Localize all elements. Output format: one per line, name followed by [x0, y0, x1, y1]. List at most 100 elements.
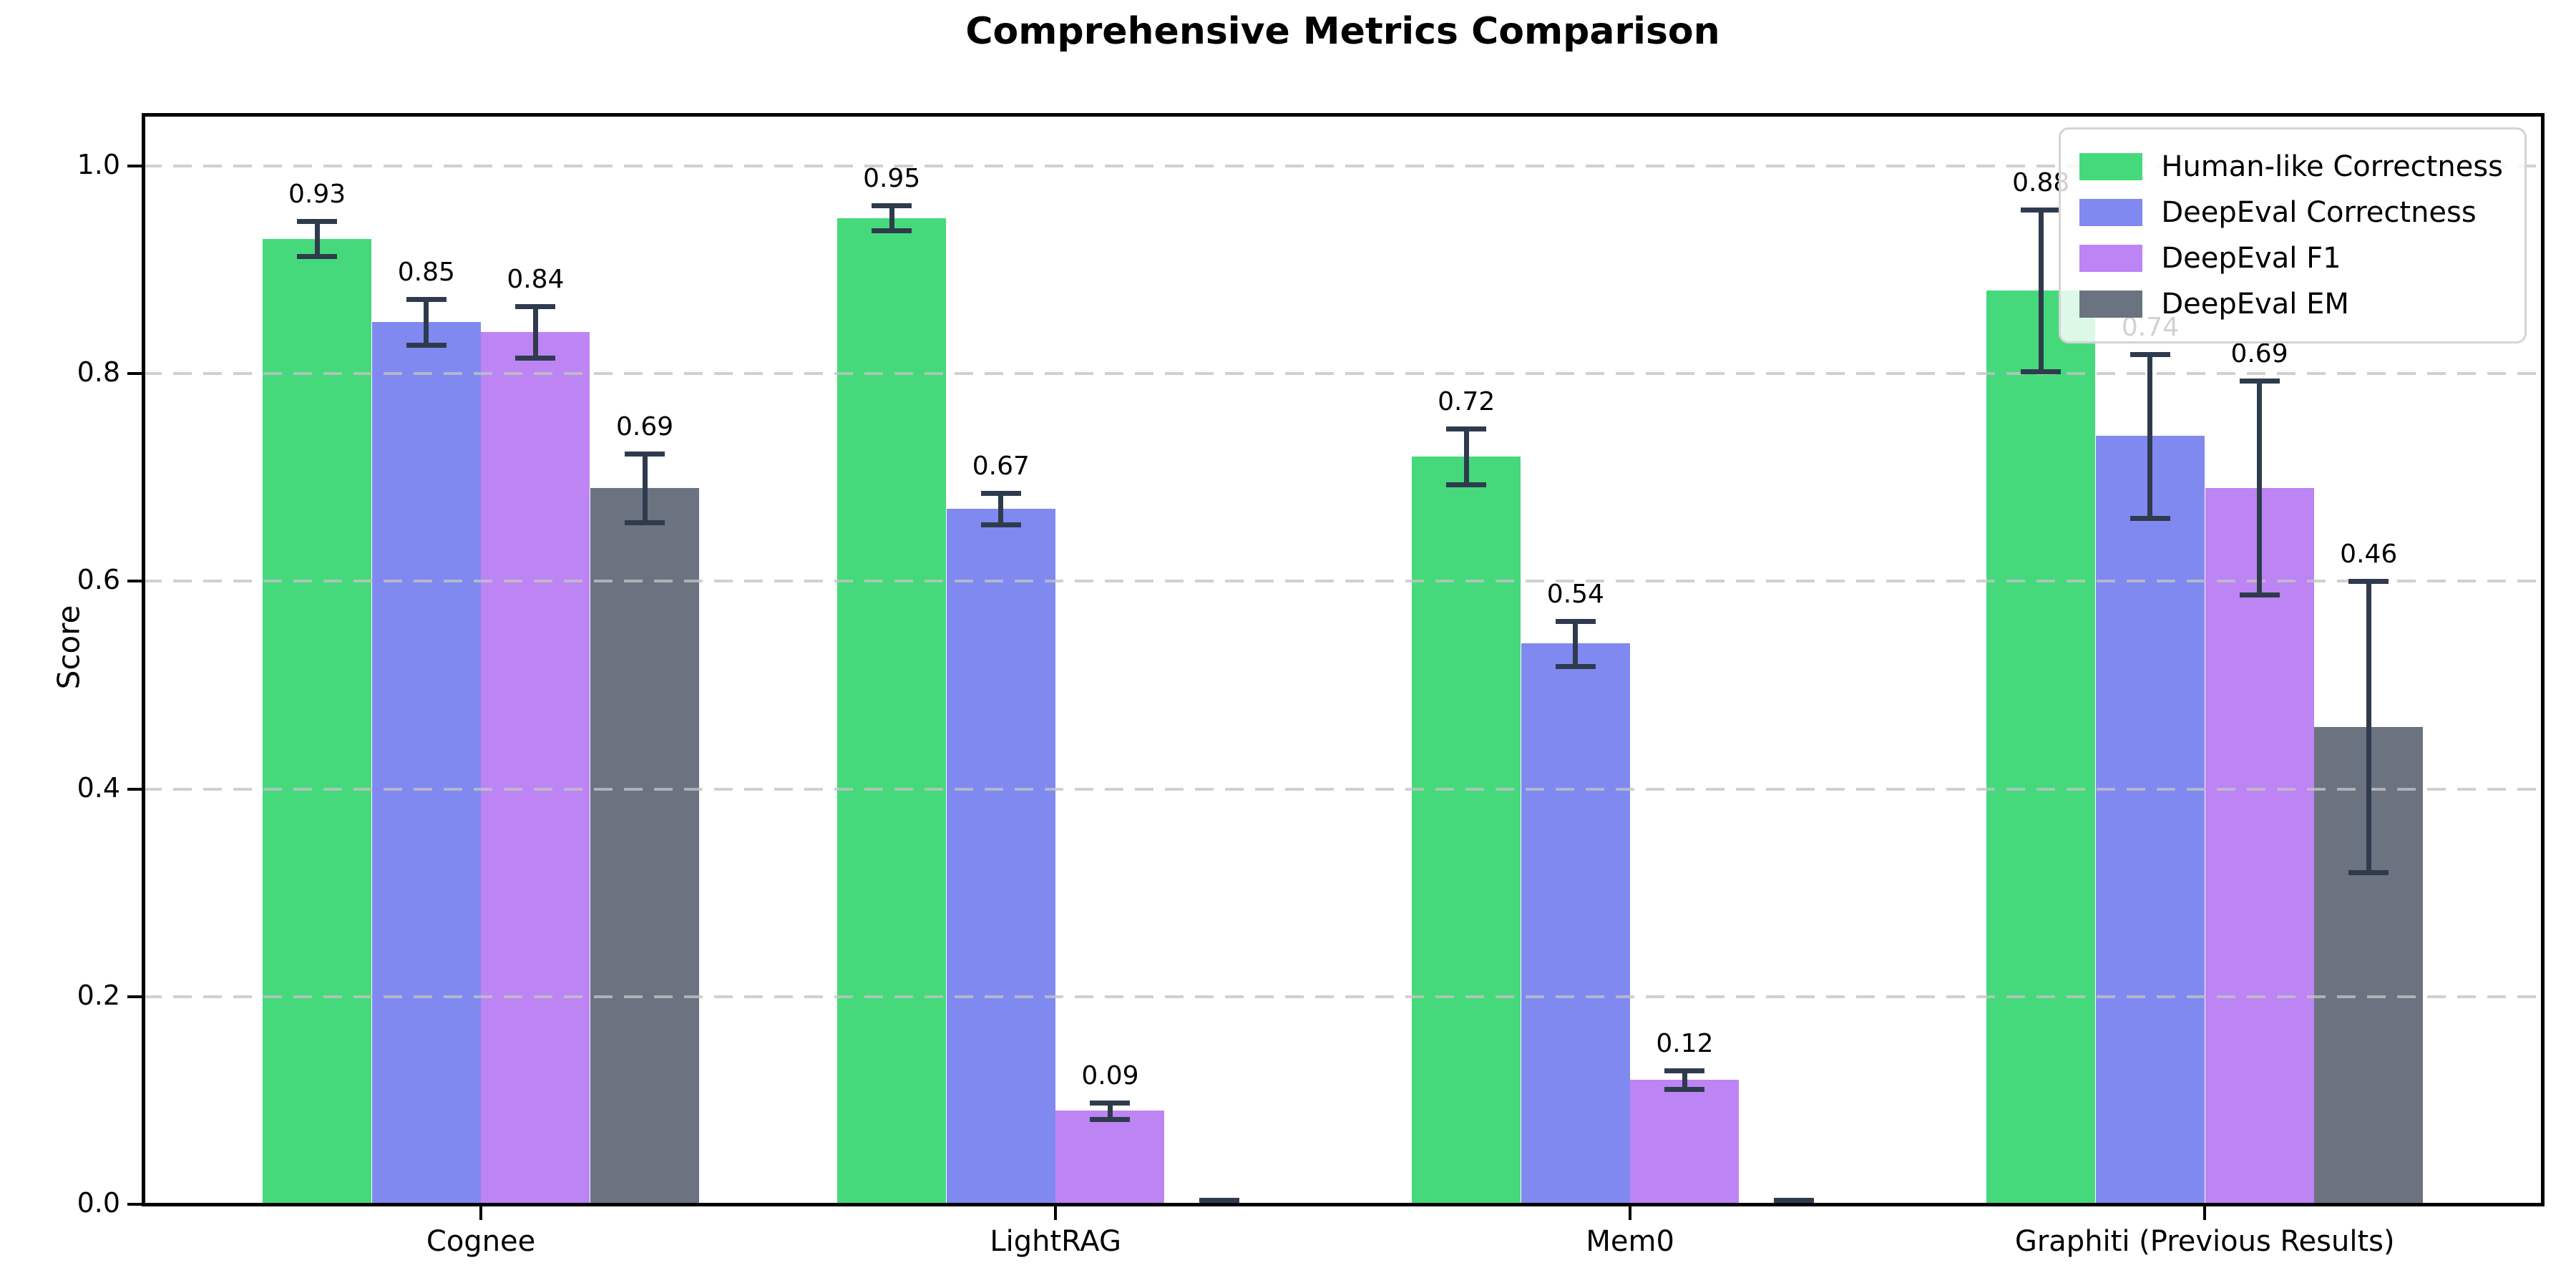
error-bar-cap [2348, 579, 2389, 585]
error-bar-cap [1090, 1117, 1131, 1123]
error-bar [889, 205, 894, 230]
bar-value-label: 0.69 [2230, 339, 2288, 369]
grid-line [143, 580, 2542, 583]
legend-item: DeepEval F1 [2079, 235, 2503, 281]
x-tick-label-2: LightRAG [990, 1225, 1121, 1258]
error-bar-cap [1555, 664, 1596, 670]
error-bar [2038, 209, 2044, 372]
bar-2-1 [371, 321, 481, 1204]
legend: Human-like Correctness DeepEval Correctne… [2059, 127, 2527, 343]
error-bar-cap [297, 254, 338, 260]
error-bar-cap [980, 522, 1021, 527]
legend-swatch [2079, 291, 2143, 318]
legend-swatch [2079, 245, 2143, 272]
error-bar-cap [1199, 1198, 1240, 1204]
error-bar [1463, 429, 1469, 485]
bar-3-1 [481, 332, 590, 1204]
error-bar-cap [515, 303, 556, 309]
error-bar-cap [2239, 379, 2280, 384]
y-tick-label: 1.0 [77, 149, 120, 180]
bar-value-label: 0.46 [2340, 540, 2398, 570]
y-tick-mark [127, 1203, 143, 1206]
legend-item-label: DeepEval EM [2161, 288, 2349, 321]
bar-3-2 [1055, 1111, 1165, 1204]
x-tick-mark [2203, 1204, 2207, 1220]
legend-item: DeepEval Correctness [2079, 190, 2503, 235]
bar-2-2 [946, 508, 1055, 1204]
grid-line [143, 787, 2542, 791]
error-bar [532, 306, 538, 358]
error-bar-cap [625, 519, 665, 525]
x-tick-label-1: Cognee [426, 1225, 536, 1258]
error-bar [1107, 1102, 1113, 1119]
legend-item-label: DeepEval F1 [2161, 242, 2341, 275]
error-bar-cap [1446, 482, 1487, 488]
y-tick-mark [127, 995, 143, 998]
error-bar [2147, 353, 2153, 518]
chart-title: Comprehensive Metrics Comparison [965, 10, 1720, 53]
error-bar [642, 453, 648, 522]
y-tick-label: 0.0 [77, 1187, 120, 1219]
x-tick-label-3: Mem0 [1586, 1225, 1674, 1258]
error-bar [424, 298, 429, 345]
error-bar-cap [872, 228, 912, 233]
bar-1-2 [837, 218, 947, 1204]
error-bar-cap [1555, 618, 1596, 624]
y-tick-label: 0.8 [77, 356, 120, 389]
error-bar-cap [980, 491, 1021, 497]
bar-value-label: 0.93 [288, 179, 346, 209]
bar-2-3 [1521, 643, 1630, 1204]
error-bar-cap [2239, 592, 2280, 598]
error-bar-cap [1446, 426, 1487, 432]
bar-3-3 [1630, 1079, 1740, 1204]
error-bar-cap [2021, 369, 2062, 375]
bar-value-label: 0.12 [1656, 1028, 1714, 1058]
error-bar-cap [406, 342, 447, 348]
bar-value-label: 0.95 [863, 164, 921, 194]
bar-2-4 [2095, 436, 2205, 1204]
legend-item-label: Human-like Correctness [2161, 150, 2503, 183]
error-bar-cap [1090, 1100, 1131, 1106]
y-tick-label: 0.2 [77, 979, 120, 1011]
x-tick-label-4: Graphiti (Previous Results) [2014, 1225, 2395, 1258]
error-bar-cap [2021, 207, 2062, 213]
error-bar-cap [515, 356, 556, 361]
error-bar-cap [1774, 1198, 1815, 1204]
error-bar-cap [1664, 1086, 1705, 1092]
y-tick-label: 0.4 [77, 771, 120, 804]
bar-value-label: 0.54 [1546, 579, 1604, 609]
plot-area: 0.930.950.720.880.850.670.540.740.840.09… [143, 114, 2542, 1204]
y-tick-mark [127, 787, 143, 791]
error-bar-cap [2129, 515, 2170, 521]
error-bar-cap [406, 296, 447, 302]
legend-item: DeepEval EM [2079, 281, 2503, 327]
bar-4-1 [590, 487, 700, 1204]
y-tick-label: 0.6 [77, 564, 120, 596]
error-bar [314, 220, 320, 257]
error-bar-cap [1664, 1068, 1705, 1073]
error-bar [1573, 620, 1579, 667]
x-tick-mark [1054, 1204, 1058, 1220]
bar-1-3 [1412, 457, 1521, 1204]
bar-value-label: 0.09 [1081, 1060, 1139, 1091]
error-bar-cap [872, 203, 912, 209]
error-bar [998, 493, 1004, 525]
x-tick-mark [1629, 1204, 1632, 1220]
y-tick-mark [127, 372, 143, 376]
legend-item: Human-like Correctness [2079, 144, 2503, 190]
bar-1-1 [263, 238, 372, 1204]
grid-line [143, 995, 2542, 998]
y-axis-label: Score [51, 605, 87, 690]
grid-line [143, 165, 2542, 167]
bar-value-label: 0.69 [616, 411, 674, 441]
legend-swatch [2079, 199, 2143, 226]
bar-value-label: 0.67 [972, 452, 1030, 482]
grid-line [143, 372, 2542, 376]
y-tick-mark [127, 165, 143, 167]
legend-item-label: DeepEval Correctness [2161, 196, 2477, 229]
error-bar [2366, 581, 2371, 872]
y-tick-mark [127, 580, 143, 583]
error-bar-cap [297, 218, 338, 224]
error-bar [2257, 381, 2263, 595]
